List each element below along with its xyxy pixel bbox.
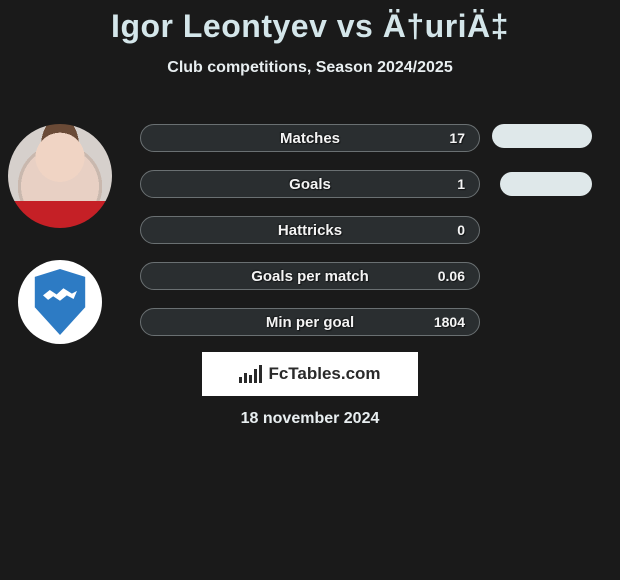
avatar-column (8, 124, 112, 344)
stat-value: 0.06 (438, 268, 465, 284)
opponent-pill (500, 172, 592, 196)
stat-bar-goals-per-match: Goals per match 0.06 (140, 262, 480, 290)
page-title: Igor Leontyev vs Ä†uriÄ‡ (0, 0, 620, 45)
opponent-pill-column (492, 124, 602, 196)
bar-chart-icon (239, 365, 262, 383)
branding-text: FcTables.com (268, 364, 380, 384)
branding-box: FcTables.com (202, 352, 418, 396)
stat-bar-matches: Matches 17 (140, 124, 480, 152)
stat-value: 1804 (434, 314, 465, 330)
stat-value: 1 (457, 176, 465, 192)
team-badge (18, 260, 102, 344)
stat-bar-min-per-goal: Min per goal 1804 (140, 308, 480, 336)
player-avatar (8, 124, 112, 228)
page-subtitle: Club competitions, Season 2024/2025 (0, 59, 620, 77)
footer-date: 18 november 2024 (0, 410, 620, 428)
shield-icon (30, 269, 90, 335)
stat-label: Hattricks (278, 222, 342, 239)
stat-value: 17 (449, 130, 465, 146)
stat-label: Goals per match (251, 268, 369, 285)
stats-column: Matches 17 Goals 1 Hattricks 0 Goals per… (140, 124, 480, 336)
stat-bar-goals: Goals 1 (140, 170, 480, 198)
stat-value: 0 (457, 222, 465, 238)
opponent-pill (492, 124, 592, 148)
stat-label: Matches (280, 130, 340, 147)
stat-bar-hattricks: Hattricks 0 (140, 216, 480, 244)
stat-label: Goals (289, 176, 331, 193)
stat-label: Min per goal (266, 314, 354, 331)
